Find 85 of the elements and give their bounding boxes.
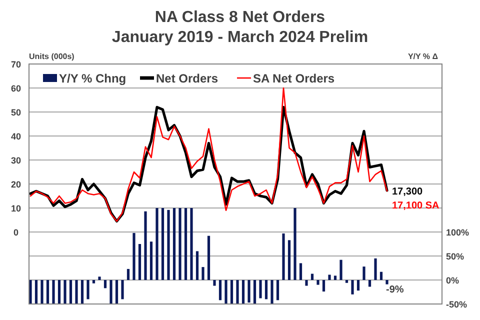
chart-title: NA Class 8 Net Orders [154, 9, 326, 26]
bar [224, 280, 228, 304]
chart-subtitle: January 2019 - March 2024 Prelim [112, 29, 368, 46]
bar [334, 276, 337, 280]
bar [156, 208, 158, 280]
bar [46, 280, 50, 304]
bar [374, 258, 377, 280]
bar [270, 280, 274, 304]
bar [328, 274, 331, 280]
bar [196, 251, 199, 280]
bar [362, 266, 366, 280]
bar [236, 280, 239, 304]
text: 17,300 [392, 186, 424, 198]
bar [58, 280, 61, 304]
y-tick-label: 20 [10, 180, 22, 190]
y-tick-label: 60 [10, 84, 22, 94]
y2-tick-label: 0% [446, 276, 460, 286]
data-label: -9% [386, 284, 404, 296]
bar [202, 267, 204, 280]
y-tick-label: 30 [10, 156, 22, 166]
bar [190, 208, 193, 280]
legend-label: Y/Y % Chng [59, 72, 126, 86]
bar [172, 208, 176, 280]
y-tick-label: 70 [10, 60, 22, 70]
bar [282, 233, 285, 280]
y2-tick-label: -50% [446, 300, 468, 310]
bar [138, 244, 142, 280]
y-tick-label: 40 [10, 132, 22, 142]
y-tick-label: 10 [10, 204, 22, 214]
bar [322, 280, 326, 292]
bar [110, 280, 112, 304]
bar [218, 280, 222, 300]
bar [386, 280, 388, 284]
bar [340, 260, 342, 280]
legend-label: Net Orders [156, 72, 218, 86]
bar [276, 280, 280, 300]
bar [356, 280, 360, 291]
bar [64, 280, 66, 304]
bar [305, 280, 308, 286]
bar [351, 280, 354, 294]
bar [288, 240, 291, 280]
bar [178, 208, 182, 280]
bar [299, 263, 302, 280]
bar [34, 280, 38, 304]
bar [144, 211, 147, 280]
bar [161, 208, 164, 280]
bar [121, 280, 124, 300]
bar [345, 280, 348, 283]
bar [98, 276, 101, 280]
bar [75, 280, 78, 304]
bar [52, 280, 55, 304]
bar [248, 280, 250, 303]
bar [230, 280, 234, 304]
bar [80, 280, 84, 304]
bar [69, 280, 72, 304]
bar [126, 268, 130, 280]
bar [29, 280, 32, 304]
text: 17,100 SA [392, 200, 440, 212]
bar [167, 210, 170, 280]
legend-label: SA Net Orders [253, 72, 335, 86]
bar [184, 208, 188, 280]
y-tick-label: 50 [10, 108, 22, 118]
bar [132, 232, 136, 280]
bar [259, 280, 262, 298]
y2-tick-label: 50% [446, 252, 464, 262]
bar [86, 280, 90, 300]
bar [104, 280, 107, 288]
bar [115, 280, 118, 304]
y-axis-title: Units (000s) [29, 52, 75, 61]
y2-tick-label: 100% [446, 228, 470, 238]
bar [310, 274, 314, 280]
bar [316, 280, 320, 285]
bar [264, 280, 268, 300]
y2-axis-title: Y/Y % Δ [408, 52, 438, 61]
bar [150, 242, 153, 280]
bar [207, 236, 210, 280]
bar [242, 280, 245, 304]
bar [294, 208, 296, 280]
bar [253, 280, 256, 304]
bar [213, 280, 216, 286]
y-tick-label: 0 [13, 228, 19, 238]
bar [92, 280, 96, 284]
bar [380, 272, 383, 280]
bar [368, 280, 372, 287]
bar [40, 280, 44, 304]
